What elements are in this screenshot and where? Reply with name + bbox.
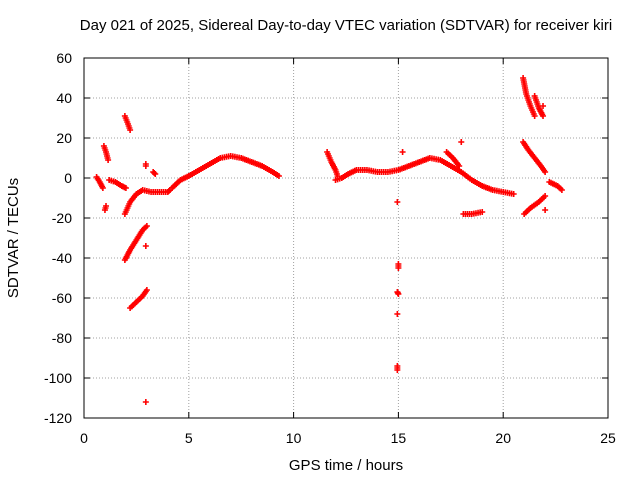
data-point — [105, 157, 112, 163]
y-tick-label: -80 — [52, 330, 72, 346]
data-point — [458, 139, 465, 145]
y-tick-label: -20 — [52, 210, 72, 226]
data-point — [142, 163, 149, 169]
data-point — [542, 207, 549, 213]
data-point — [540, 103, 547, 109]
data-point — [122, 185, 129, 191]
data-point — [542, 169, 549, 175]
y-tick-label: 60 — [56, 50, 72, 66]
data-point — [394, 289, 401, 295]
y-tick-label: -120 — [44, 410, 72, 426]
x-tick-label: 0 — [80, 430, 88, 446]
x-tick-label: 25 — [600, 430, 616, 446]
data-point — [510, 191, 517, 197]
data-points — [93, 75, 565, 405]
data-point — [99, 185, 106, 191]
gridlines — [84, 58, 608, 418]
data-point — [558, 187, 565, 193]
data-point — [103, 203, 110, 209]
y-tick-label: 40 — [56, 90, 72, 106]
data-point — [394, 199, 401, 205]
data-point — [399, 149, 406, 155]
data-point — [394, 311, 401, 317]
x-tick-label: 10 — [286, 430, 302, 446]
x-tick-label: 20 — [495, 430, 511, 446]
data-point — [142, 399, 149, 405]
chart-title: Day 021 of 2025, Sidereal Day-to-day VTE… — [80, 17, 612, 34]
data-point — [540, 113, 547, 119]
data-point — [143, 223, 150, 229]
y-tick-label: -40 — [52, 250, 72, 266]
axis-ticks: -120 -100 -80 -60 -40 -20 0 20 40 60 0 5 10 15 20 25 — [44, 50, 616, 446]
y-axis-label: SDTVAR / TECUs — [5, 178, 22, 298]
y-tick-label: 0 — [64, 170, 72, 186]
data-point — [152, 171, 159, 177]
y-tick-label: -60 — [52, 290, 72, 306]
data-point — [143, 287, 150, 293]
data-point — [127, 127, 134, 133]
data-point — [542, 193, 549, 199]
y-tick-label: 20 — [56, 130, 72, 146]
x-axis-label: GPS time / hours — [289, 457, 403, 474]
data-point — [151, 170, 158, 176]
data-point — [456, 163, 463, 169]
data-point — [395, 265, 402, 271]
y-tick-label: -100 — [44, 370, 72, 386]
x-tick-label: 5 — [185, 430, 193, 446]
x-tick-label: 15 — [391, 430, 407, 446]
plot-frame — [83, 57, 609, 419]
data-point — [479, 209, 486, 215]
data-point — [165, 188, 172, 194]
data-point — [275, 173, 282, 179]
data-point — [394, 367, 401, 373]
data-point — [142, 243, 149, 249]
data-point — [531, 113, 538, 119]
